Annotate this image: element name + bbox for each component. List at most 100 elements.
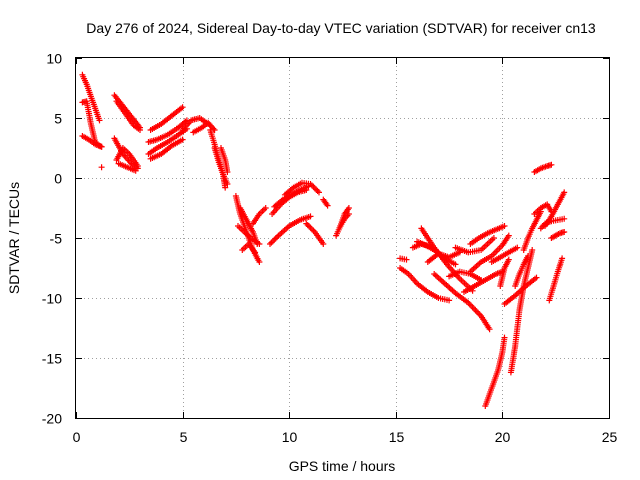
plot-frame (75, 57, 610, 419)
series-arc-10 (147, 104, 186, 133)
series-arc-23 (250, 205, 269, 227)
series-arc-28 (303, 220, 327, 247)
data-point (548, 161, 555, 168)
series-arc-17 (211, 145, 231, 187)
data-point (311, 185, 318, 192)
series-arc-15 (190, 119, 218, 136)
series-arc-48 (507, 247, 536, 376)
series-arc-44 (488, 244, 521, 265)
series-arc-37 (424, 249, 463, 265)
data-point (561, 215, 568, 222)
y-tick-label: -15 (42, 351, 62, 367)
series-arc-46 (497, 256, 512, 289)
series-arc-41 (461, 268, 506, 295)
data-point (132, 167, 139, 174)
x-axis-label: GPS time / hours (289, 458, 396, 474)
series-arc-56 (546, 255, 566, 304)
series-arc-29 (320, 196, 331, 209)
data-point (96, 117, 103, 124)
x-tick-label: 20 (495, 429, 511, 445)
y-tick-label: -20 (42, 411, 62, 427)
data-point (272, 235, 279, 242)
data-point (452, 261, 459, 268)
data-point (514, 244, 521, 251)
series-arc-19 (232, 193, 263, 265)
series-arc-30 (333, 211, 352, 239)
data-point (486, 326, 493, 333)
data-point (490, 235, 497, 241)
series-arc-3 (79, 133, 105, 150)
data-point (98, 164, 105, 171)
series-arc-5 (111, 92, 143, 131)
series-arc-42 (467, 232, 512, 275)
data-point (137, 127, 143, 133)
data-point (501, 223, 508, 229)
data-point (179, 136, 186, 143)
data-point (529, 247, 536, 253)
series-arc-24 (267, 213, 314, 247)
data-point (305, 183, 312, 190)
x-tick-label: 5 (180, 429, 188, 445)
data-point (324, 202, 331, 209)
data-point (307, 224, 314, 231)
data-point (533, 274, 540, 281)
data-point (267, 241, 273, 247)
chart-title: Day 276 of 2024, Sidereal Day-to-day VTE… (86, 20, 596, 36)
series-arc-26 (281, 179, 322, 198)
series-arc-31 (337, 205, 352, 229)
data-point (314, 188, 321, 194)
data-point (525, 253, 531, 259)
data-point (179, 104, 186, 111)
data-point (505, 232, 512, 239)
y-axis-label: SDTVAR / TECUs (6, 182, 22, 294)
data-point (313, 186, 320, 193)
data-point (561, 229, 568, 235)
series-arc-6 (113, 98, 143, 133)
series-arc-12 (145, 125, 190, 157)
series-arc-32 (397, 255, 410, 263)
data-point (134, 163, 141, 169)
series-arc-55 (548, 229, 568, 241)
y-tick-label: -10 (42, 291, 62, 307)
data-point (274, 234, 281, 240)
data-point (256, 241, 263, 247)
x-tick-label: 25 (602, 429, 618, 445)
data-point (256, 259, 263, 265)
series-arc-49 (512, 253, 531, 289)
data-point (320, 241, 327, 247)
data-point (505, 256, 512, 263)
series-arc-22 (239, 241, 259, 256)
series-arc-11 (145, 117, 190, 145)
series-arc-8 (113, 145, 141, 169)
series-arc-1 (79, 71, 103, 124)
series-arc-21 (235, 223, 263, 247)
x-tick-label: 10 (282, 429, 298, 445)
data-point (403, 256, 410, 263)
x-tick-label: 0 (73, 429, 81, 445)
data-point (561, 189, 568, 196)
data-point (446, 297, 453, 304)
y-tick-label: 10 (46, 51, 62, 67)
series-arc-45 (482, 334, 508, 409)
data-point (307, 213, 314, 220)
series-arc-40 (452, 235, 497, 256)
series-arc-33 (397, 265, 453, 304)
data-point (304, 222, 311, 228)
series-arc-38 (431, 271, 493, 333)
series-arc-53 (531, 161, 555, 175)
data-point (224, 181, 231, 187)
data-point (262, 205, 269, 211)
data-point (303, 220, 310, 227)
data-point (252, 249, 259, 256)
series-arc-27 (271, 183, 312, 210)
data-point (224, 169, 231, 175)
data-point (271, 236, 278, 243)
data-points (79, 71, 568, 409)
y-axis-ticks: -20 -15 -10 -5 0 5 10 (42, 51, 609, 427)
series-arc-18 (218, 145, 231, 175)
series-arc-4 (98, 164, 105, 171)
series-arc-54 (542, 189, 568, 229)
y-tick-label: 5 (54, 111, 62, 127)
series-arc-9 (115, 160, 139, 174)
